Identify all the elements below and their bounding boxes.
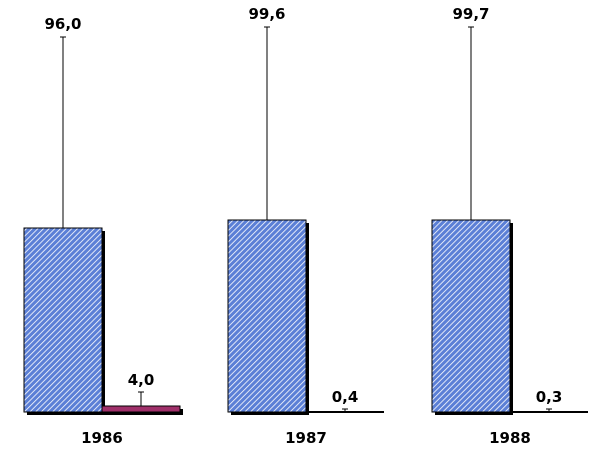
data-label-series2-1987: 0,4 [332,388,359,406]
bar-group-1986: 96,0 4,0 1986 [23,15,183,447]
category-label-1987: 1987 [285,429,327,447]
chart-marks: 96,0 4,0 1986 99,6 0,4 1987 99,7 0,3 1988 [23,5,588,447]
data-label-series1-1986: 96,0 [44,15,81,33]
bar-series2-1986 [101,405,181,413]
data-label-series1-1988: 99,7 [452,5,489,23]
category-label-1986: 1986 [81,429,123,447]
bar-group-1988: 99,7 0,3 1988 [431,5,588,447]
bar-series1-1987 [227,219,307,413]
bar-group-1987: 99,6 0,4 1987 [227,5,384,447]
bar-series1-1986 [23,227,103,413]
bar-series1-1988 [431,219,511,413]
data-label-series2-1988: 0,3 [536,388,563,406]
category-label-1988: 1988 [489,429,531,447]
data-label-series1-1987: 99,6 [248,5,285,23]
data-label-series2-1986: 4,0 [128,371,155,389]
